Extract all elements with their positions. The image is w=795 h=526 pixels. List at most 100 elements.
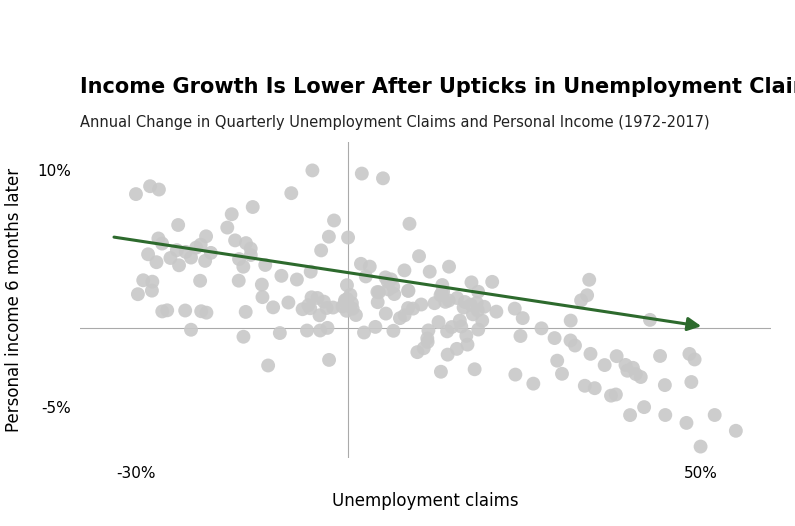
Point: [653, 352, 666, 360]
Point: [605, 391, 618, 400]
Point: [638, 403, 650, 411]
Point: [221, 224, 234, 232]
Point: [478, 302, 491, 311]
Point: [184, 326, 197, 334]
Point: [730, 427, 743, 435]
Point: [379, 309, 392, 318]
Point: [304, 304, 316, 312]
Point: [394, 314, 406, 322]
Point: [373, 288, 386, 297]
Point: [685, 378, 698, 386]
Point: [145, 287, 158, 295]
Point: [514, 332, 527, 340]
Point: [382, 277, 394, 286]
Y-axis label: Personal income 6 months later: Personal income 6 months later: [6, 168, 23, 432]
Point: [564, 336, 577, 345]
Point: [455, 322, 467, 331]
Point: [346, 299, 359, 307]
Point: [150, 258, 163, 266]
Point: [239, 239, 252, 247]
Point: [156, 239, 169, 248]
Point: [137, 276, 149, 285]
Point: [156, 307, 169, 316]
Point: [146, 278, 159, 286]
Point: [490, 308, 502, 316]
Point: [172, 221, 184, 229]
Point: [611, 352, 623, 360]
Point: [256, 293, 269, 301]
Point: [153, 185, 165, 194]
Point: [237, 262, 250, 271]
Point: [237, 332, 250, 341]
Point: [232, 277, 245, 285]
Point: [549, 334, 561, 342]
Point: [464, 300, 477, 309]
Point: [624, 411, 637, 419]
Point: [340, 281, 353, 289]
Point: [422, 326, 435, 335]
Point: [575, 296, 588, 305]
Point: [584, 350, 597, 358]
Point: [311, 294, 324, 302]
Point: [184, 254, 197, 262]
Point: [323, 232, 335, 241]
Point: [583, 276, 595, 284]
Point: [301, 326, 313, 335]
Point: [275, 271, 288, 280]
Point: [339, 296, 351, 305]
Point: [244, 251, 257, 259]
Point: [327, 304, 339, 312]
Point: [436, 281, 448, 289]
Point: [336, 302, 349, 311]
Point: [440, 327, 453, 336]
Point: [225, 210, 238, 218]
Point: [244, 245, 257, 253]
Point: [233, 255, 246, 264]
Point: [314, 326, 327, 335]
Point: [313, 311, 326, 319]
Point: [200, 232, 212, 240]
Point: [708, 411, 721, 419]
Point: [342, 234, 355, 242]
Point: [564, 317, 577, 325]
Point: [402, 287, 415, 295]
Point: [341, 295, 354, 304]
Point: [398, 266, 411, 275]
Point: [457, 304, 470, 312]
Point: [320, 304, 333, 312]
Point: [439, 298, 452, 306]
Point: [401, 287, 414, 295]
Point: [355, 260, 367, 268]
Point: [415, 300, 428, 309]
Point: [388, 290, 401, 298]
Point: [194, 277, 207, 285]
Point: [131, 290, 144, 298]
Point: [658, 381, 671, 389]
Point: [200, 308, 213, 317]
Point: [290, 275, 303, 284]
Point: [443, 296, 456, 305]
Point: [180, 248, 192, 256]
Point: [282, 298, 295, 307]
Point: [369, 322, 382, 331]
Point: [688, 355, 701, 363]
Point: [359, 272, 372, 281]
Point: [432, 318, 445, 326]
Point: [535, 324, 548, 332]
Point: [551, 357, 564, 365]
Point: [467, 310, 479, 319]
Point: [568, 341, 581, 350]
Point: [453, 316, 466, 325]
Point: [273, 329, 286, 337]
Point: [471, 306, 484, 315]
Point: [328, 216, 340, 225]
Text: Income Growth Is Lower After Upticks in Unemployment Claims: Income Growth Is Lower After Upticks in …: [80, 77, 795, 97]
Point: [459, 298, 471, 306]
Point: [305, 293, 318, 301]
Point: [371, 288, 384, 296]
Point: [407, 305, 420, 313]
Point: [340, 307, 353, 315]
Point: [599, 361, 611, 369]
Point: [285, 189, 297, 197]
Point: [304, 268, 317, 276]
